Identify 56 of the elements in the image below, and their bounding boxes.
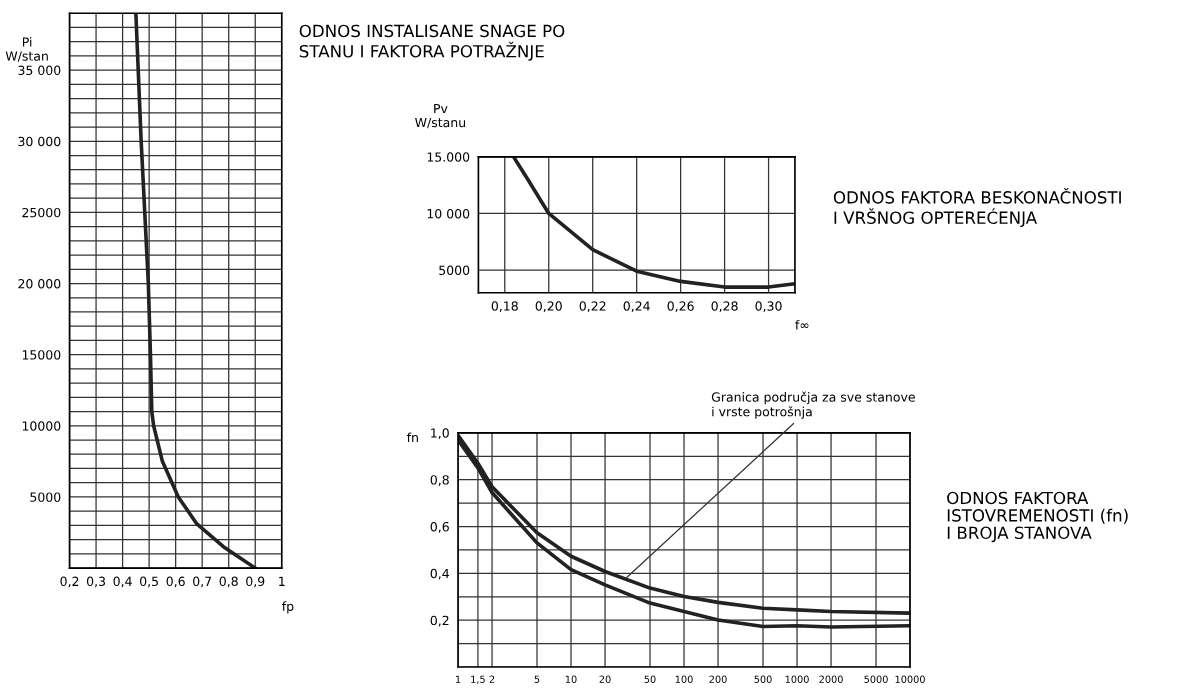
y-tick-label: 0,2 <box>430 615 449 627</box>
x-tick-label: 0,8 <box>219 576 238 588</box>
y-axis-title: fn <box>406 432 418 442</box>
y-tick-label: 10000 <box>22 421 61 431</box>
y-tick-label: 0,4 <box>430 568 449 580</box>
y-axis-title: Pi W/stan <box>5 37 48 62</box>
x-axis-title: fp <box>282 601 294 614</box>
x-tick-label: 5 <box>534 675 540 683</box>
y-tick-label: 15000 <box>22 350 61 360</box>
y-tick-label: 15.000 <box>427 152 470 162</box>
x-tick-label: 2 <box>489 675 495 683</box>
x-tick-label: 0,26 <box>667 301 694 313</box>
x-tick-label: 200 <box>709 675 727 683</box>
x-tick-label: 500 <box>754 675 772 683</box>
y-tick-label: 5000 <box>439 265 470 276</box>
line-series <box>511 156 795 289</box>
x-tick-label: 50 <box>644 675 656 683</box>
y-tick-label: 0,6 <box>430 521 449 533</box>
x-tick-label: 0,2 <box>60 576 79 588</box>
x-tick-label: 0,7 <box>193 576 212 588</box>
x-tick-label: 0,9 <box>246 576 265 588</box>
x-tick-label: 0,22 <box>579 301 606 313</box>
annotation: Granica područja za sve stanove i vrste potrošnja <box>711 391 915 419</box>
x-tick-label: 0,24 <box>623 301 650 313</box>
y-tick-label: 0,8 <box>430 475 449 486</box>
y-tick-label: 30 000 <box>18 136 61 147</box>
y-tick-label: 25000 <box>22 207 61 218</box>
y-tick-label: 1,0 <box>431 428 449 440</box>
text: ODNOS FAKTORA BESKONAČNOSTI I VRŠNOG OPTEREĆENJA <box>833 188 1121 228</box>
x-tick-label: 5000 <box>864 675 888 683</box>
y-tick-label: 20 000 <box>18 279 61 289</box>
x-tick-label: 0,6 <box>166 576 185 588</box>
y-tick-label: 35 000 <box>18 65 61 76</box>
x-tick-label: 0,3 <box>86 576 106 588</box>
x-tick-label: 0,20 <box>535 301 562 313</box>
x-tick-label: 10000 <box>895 675 925 683</box>
x-tick-label: 1000 <box>785 675 809 683</box>
y-axis-title: Pv W/stanu <box>415 103 466 129</box>
x-tick-label: 20 <box>599 675 611 683</box>
y-tick-label: 10 000 <box>427 208 470 219</box>
x-tick-label: 0,4 <box>113 576 132 588</box>
x-tick-label: 1 <box>455 675 461 683</box>
x-tick-label: 100 <box>675 675 693 683</box>
x-tick-label: 0,5 <box>140 576 158 588</box>
x-tick-label: 0,18 <box>491 301 518 313</box>
x-axis-title: f∞ <box>795 319 809 330</box>
x-tick-label: 1 <box>279 576 285 586</box>
x-tick-label: 10 <box>565 675 577 683</box>
x-tick-label: 0,30 <box>755 301 782 313</box>
y-tick-label: 5000 <box>30 492 61 502</box>
text: ODNOS FAKTORA ISTOVREMENOSTI (fn) I BROJA STANOVA <box>947 491 1128 543</box>
line-series <box>134 13 258 569</box>
x-tick-label: 1,5 <box>471 675 485 684</box>
text: ODNOS INSTALISANE SNAGE PO STANU I FAKTORA POTRAŽNJE <box>299 24 565 61</box>
x-tick-label: 0,28 <box>711 301 738 313</box>
x-tick-label: 2000 <box>819 675 843 683</box>
